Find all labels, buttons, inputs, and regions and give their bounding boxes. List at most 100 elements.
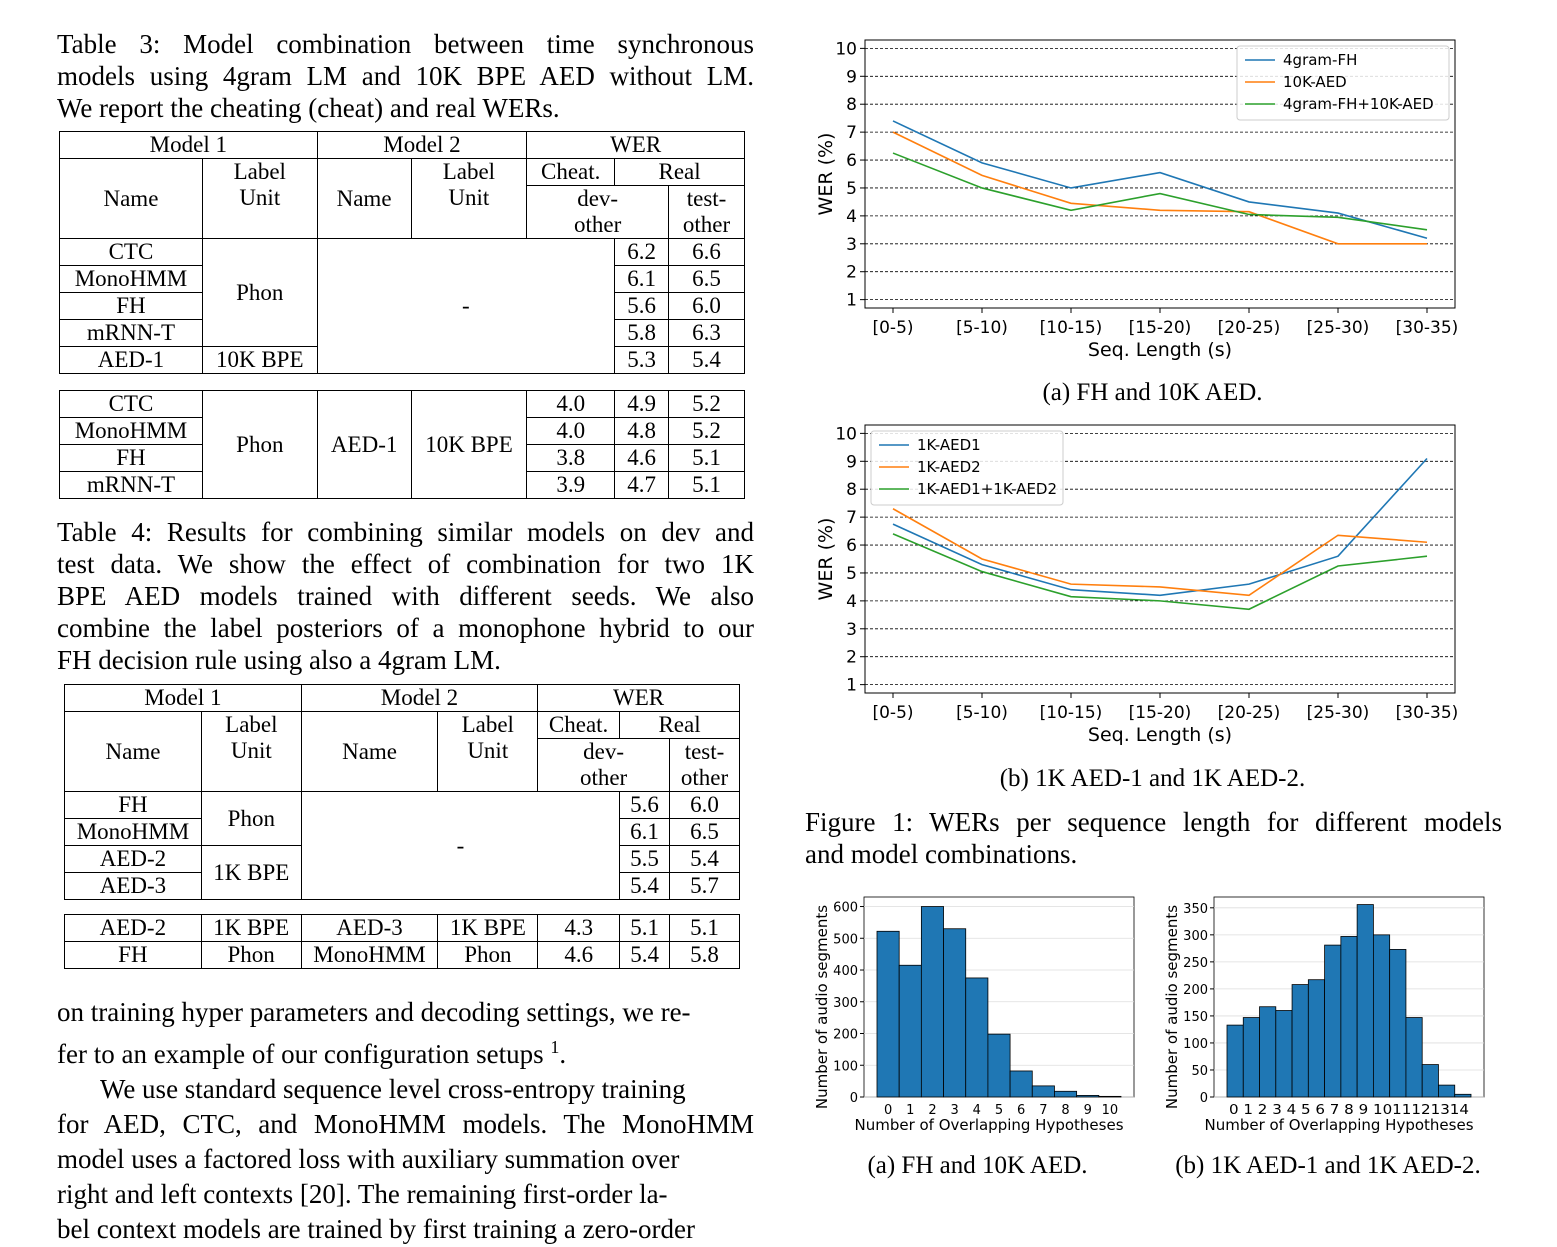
x-tick-label: [30-35) (1396, 703, 1459, 723)
test-value: 5.4 (668, 346, 745, 374)
y-tick-label: 0 (1200, 1091, 1208, 1106)
y-tick-label: 150 (1183, 1010, 1208, 1025)
body-line: fer to an example of our configuration s… (57, 1037, 567, 1069)
test-value: 5.1 (668, 471, 745, 499)
header-dev-other: dev-other (526, 185, 670, 239)
header-model1: Model 1 (64, 684, 302, 712)
header-label-unit: Label Unit (410, 158, 528, 239)
header-model2: Model 2 (300, 684, 539, 712)
test-value: 5.2 (668, 390, 745, 418)
header-label-unit: Label Unit (200, 711, 302, 792)
y-tick-label: 300 (833, 996, 858, 1011)
legend-label: 10K-AED (1283, 73, 1347, 91)
body-line: bel context models are trained by first … (57, 1214, 695, 1244)
header-label-unit: Label Unit (201, 158, 318, 239)
x-tick-label: 0 (884, 1103, 892, 1118)
x-tick-label: [10-15) (1040, 318, 1103, 338)
test-value: 5.1 (668, 444, 745, 472)
histogram-bar (987, 1033, 1011, 1098)
histogram-bar (876, 930, 900, 1098)
unit-cell: 10K BPE (410, 390, 528, 499)
dash-cell: - (300, 791, 621, 900)
y-tick-label: 6 (846, 151, 857, 171)
header-wer: WER (537, 684, 740, 712)
histogram-bar (1356, 904, 1374, 1098)
dev-value: 5.4 (619, 872, 671, 900)
unit-cell: Phon (201, 238, 318, 347)
unit-cell: 10K BPE (201, 346, 318, 374)
y-tick-label: 5 (846, 179, 857, 199)
x-tick-label: [30-35) (1396, 318, 1459, 338)
y-tick-label: 350 (1183, 902, 1208, 917)
x-tick-label: [25-30) (1307, 318, 1370, 338)
histogram-bar (1275, 1010, 1293, 1098)
y-tick-label: 8 (846, 480, 857, 500)
histogram-bar (1242, 1017, 1260, 1098)
unit-cell: Phon (201, 390, 318, 499)
y-tick-label: 9 (846, 67, 857, 87)
header-cheat: Cheat. (537, 711, 621, 739)
unit-cell: 1K BPE (200, 845, 302, 900)
histogram-bar (898, 964, 922, 1098)
x-tick-labels: 0 1 2 3 4 5 6 7 8 9 1011121314 (1229, 1103, 1469, 1118)
test-value: 5.1 (669, 914, 740, 942)
cheat-value: 4.0 (526, 417, 616, 445)
x-tick-label: 8 (1061, 1103, 1069, 1118)
caption-line: BPE AED models trained with different se… (57, 581, 754, 611)
unit-cell: 1K BPE (200, 914, 302, 942)
figure1-caption: Figure 1: WERs per sequence length for d… (805, 806, 1502, 870)
histogram-bar (1421, 1064, 1439, 1098)
unit-cell: Phon (200, 791, 302, 846)
y-tick-label: 3 (846, 235, 857, 255)
y-tick-label: 3 (846, 620, 857, 640)
table3-single: Model 1 Model 2 WER Name Label Unit Name … (59, 131, 745, 374)
y-axis-label: WER (%) (815, 133, 837, 216)
caption-line: combine the label posteriors of a monoph… (57, 613, 754, 643)
histogram-bar (1009, 1070, 1033, 1098)
test-value: 5.4 (669, 845, 740, 873)
histogram-bar (1405, 1017, 1423, 1098)
y-tick-label: 100 (1183, 1037, 1208, 1052)
header-model2: Model 2 (316, 131, 528, 159)
histogram-bar (1076, 1095, 1100, 1098)
cheat-value: 3.8 (526, 444, 616, 472)
caption-line: We report the cheating (cheat) and real … (57, 93, 560, 123)
unit-cell: Phon (200, 941, 302, 969)
caption-line: models using 4gram LM and 10K BPE AED wi… (57, 61, 754, 91)
x-tick-label: 9 (1084, 1103, 1092, 1118)
histogram-b: 0 50 100 150 200 250 300 350 0 1 2 3 4 5 6 7 8 9… (1163, 896, 1485, 1134)
body-text: on training hyper parameters and decodin… (57, 995, 754, 1247)
x-axis-label: Number of Overlapping Hypotheses (1204, 1116, 1473, 1134)
histogram-bar (965, 977, 989, 1098)
x-tick-label: [0-5) (872, 703, 913, 723)
histogram-bar (920, 906, 944, 1098)
legend-label: 4gram-FH+10K-AED (1283, 95, 1434, 113)
y-tick-label: 10 (835, 424, 857, 444)
y-tick-label: 1 (846, 676, 857, 696)
body-line: We use standard sequence level cross-ent… (100, 1074, 686, 1104)
table4-caption: Table 4: Results for combining similar m… (57, 516, 754, 676)
y-tick-label: 300 (1183, 929, 1208, 944)
subcaption-line-b: (b) 1K AED-1 and 1K AED-2. (999, 765, 1306, 792)
test-value: 6.6 (668, 238, 745, 266)
header-real: Real (614, 158, 745, 186)
row-name: mRNN-T (59, 471, 203, 499)
x-tick-label: [20-25) (1218, 703, 1281, 723)
unit-cell: Phon (437, 941, 539, 969)
x-tick-label: [15-20) (1129, 318, 1192, 338)
row-name: MonoHMM (59, 417, 203, 445)
test-value: 5.2 (668, 417, 745, 445)
body-line: on training hyper parameters and decodin… (57, 997, 691, 1027)
header-cheat: Cheat. (526, 158, 616, 186)
y-tick-label: 5 (846, 564, 857, 584)
row-name: CTC (59, 238, 203, 266)
x-tick-label: 1 (906, 1103, 914, 1118)
dev-value: 5.3 (614, 346, 670, 374)
y-tick-label: 10 (835, 39, 857, 59)
dev-value: 4.9 (614, 390, 670, 418)
y-axis-label: WER (%) (815, 518, 837, 601)
y-tick-label: 2 (846, 648, 857, 668)
x-tick-label: 4 (973, 1103, 981, 1118)
dev-value: 4.8 (614, 417, 670, 445)
table3-caption: Table 3: Model combination between time … (57, 28, 754, 124)
